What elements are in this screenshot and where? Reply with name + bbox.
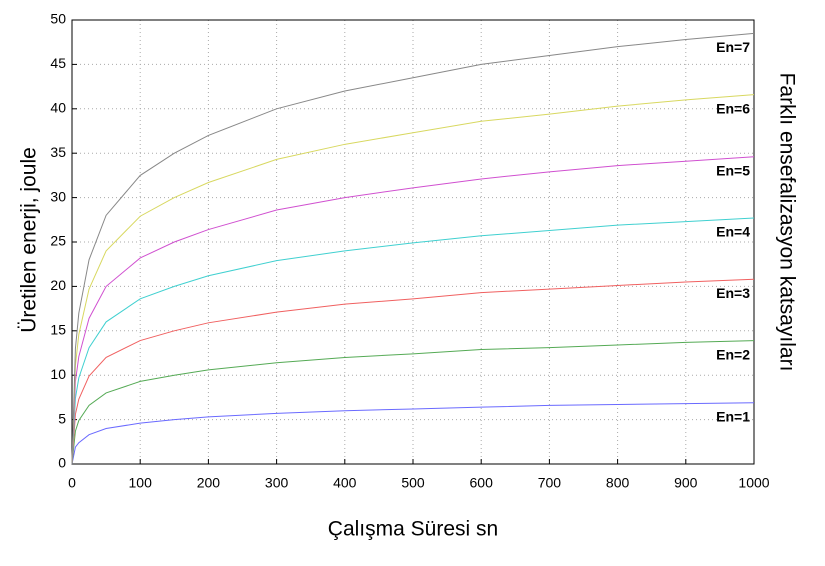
- y-tick-label: 35: [50, 144, 66, 160]
- series-line: [71, 156, 755, 465]
- y2-axis-label: Farklı ensefalizasyon katsayıları: [775, 73, 798, 372]
- x-tick-label: 900: [674, 475, 698, 491]
- series-line: [71, 94, 755, 465]
- x-tick-label: 500: [401, 475, 425, 491]
- y-tick-label: 10: [50, 366, 66, 382]
- curve-label: En=7: [716, 39, 750, 55]
- y-tick-label: 5: [58, 410, 66, 426]
- x-tick-label: 600: [470, 475, 494, 491]
- y-tick-label: 30: [50, 188, 66, 204]
- series-line: [71, 32, 755, 465]
- x-tick-label: 0: [68, 475, 76, 491]
- curve-label: En=2: [716, 346, 750, 362]
- y-tick-label: 45: [50, 55, 66, 71]
- curve-label: En=5: [716, 162, 750, 178]
- y-tick-label: 15: [50, 322, 66, 338]
- curve-label: En=4: [716, 224, 750, 240]
- y-axis-label: Üretilen enerji, joule: [18, 147, 41, 333]
- x-tick-label: 800: [606, 475, 630, 491]
- x-tick-label: 300: [265, 475, 289, 491]
- series-line: [71, 278, 755, 465]
- plot-frame: [71, 19, 755, 465]
- curve-label: En=1: [716, 408, 750, 424]
- x-tick-label: 200: [197, 475, 221, 491]
- x-tick-label: 1000: [738, 475, 769, 491]
- series-line: [71, 402, 755, 465]
- y-tick-label: 25: [50, 233, 66, 249]
- y-tick-label: 50: [50, 11, 66, 27]
- y-tick-label: 40: [50, 100, 66, 116]
- x-tick-label: 700: [538, 475, 562, 491]
- series-line: [71, 217, 755, 465]
- x-tick-label: 400: [333, 475, 357, 491]
- curve-label: En=3: [716, 285, 750, 301]
- curve-label: En=6: [716, 100, 750, 116]
- y-tick-label: 20: [50, 277, 66, 293]
- series-line: [71, 340, 755, 465]
- x-axis-label: Çalışma Süresi sn: [328, 518, 498, 541]
- y-tick-label: 0: [58, 455, 66, 471]
- x-tick-label: 100: [129, 475, 153, 491]
